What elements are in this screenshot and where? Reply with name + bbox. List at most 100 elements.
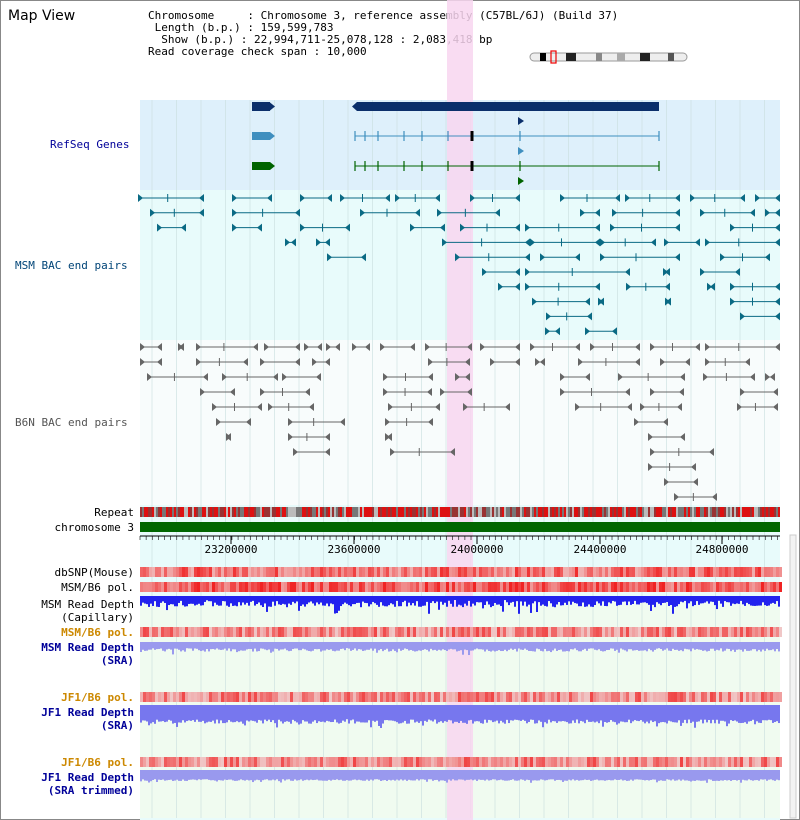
repeat-element xyxy=(438,507,440,517)
depth-bar xyxy=(542,600,544,605)
heatmap-cell xyxy=(668,582,671,592)
depth-bar xyxy=(732,648,734,650)
heatmap-cell xyxy=(590,627,593,637)
heatmap-cell xyxy=(386,567,389,577)
depth-bar xyxy=(314,648,316,650)
bac-end-marker xyxy=(199,208,204,217)
chromosome-bar[interactable] xyxy=(140,522,780,532)
bac-end-marker xyxy=(730,282,735,291)
repeat-track[interactable] xyxy=(140,507,780,517)
heatmap-cell xyxy=(329,692,332,702)
depth-bar xyxy=(414,719,416,723)
msm-bac-track[interactable] xyxy=(138,194,780,336)
depth-bar xyxy=(632,779,634,781)
heatmap-cell xyxy=(509,757,512,767)
heatmap-cell xyxy=(341,567,344,577)
heatmap-cell xyxy=(677,627,680,637)
repeat-element xyxy=(770,507,772,517)
depth-bar xyxy=(652,648,654,652)
depth-bar xyxy=(496,719,498,721)
depth-bar xyxy=(264,648,266,650)
repeat-element xyxy=(532,507,534,517)
heatmap-cell xyxy=(743,582,746,592)
bac-end-marker xyxy=(634,418,639,426)
heatmap-cell xyxy=(164,757,167,767)
depth-bar xyxy=(326,719,328,721)
depth-bar xyxy=(510,600,512,603)
read-depth-tracks[interactable] xyxy=(140,596,780,783)
depth-bar xyxy=(506,719,508,720)
depth-bar xyxy=(558,779,560,780)
bac-end-marker xyxy=(288,433,293,441)
heatmap-cell xyxy=(749,692,752,702)
heatmap-cell xyxy=(257,692,260,702)
depth-bar xyxy=(548,779,550,780)
depth-bar xyxy=(718,600,720,601)
repeat-element xyxy=(520,507,522,517)
depth-bar xyxy=(398,719,400,724)
repeat-element xyxy=(436,507,438,517)
repeat-element xyxy=(316,507,318,517)
heatmap-cell xyxy=(734,627,737,637)
repeat-element xyxy=(502,507,504,517)
heatmap-cell xyxy=(644,757,647,767)
depth-bar xyxy=(422,600,424,606)
repeat-element xyxy=(536,507,538,517)
repeat-element xyxy=(640,507,642,517)
depth-bar xyxy=(378,600,380,607)
depth-bar xyxy=(662,648,664,651)
bac-end-marker xyxy=(737,403,742,411)
chromosome-ideogram[interactable] xyxy=(529,50,688,64)
heatmap-cell xyxy=(602,582,605,592)
heatmap-cell xyxy=(248,567,251,577)
depth-bar xyxy=(598,600,600,604)
heatmap-cell xyxy=(602,567,605,577)
heatmap-cell xyxy=(446,582,449,592)
depth-bar xyxy=(474,719,476,722)
depth-bar xyxy=(192,648,194,651)
heatmap-cell xyxy=(434,582,437,592)
repeat-element xyxy=(634,507,636,517)
heatmap-cell xyxy=(524,757,527,767)
heatmap-cell xyxy=(218,582,221,592)
depth-bar xyxy=(626,648,628,652)
refseq-genes-track[interactable] xyxy=(252,102,660,185)
heatmap-cell xyxy=(467,627,470,637)
heatmap-cell xyxy=(266,582,269,592)
depth-bar xyxy=(682,779,684,780)
depth-bar xyxy=(568,648,570,652)
heatmap-cell xyxy=(320,757,323,767)
bac-end-marker xyxy=(650,388,655,396)
heatmap-cell xyxy=(146,757,149,767)
bac-end-marker xyxy=(385,418,390,426)
depth-bar xyxy=(412,719,414,720)
heatmap-cell xyxy=(242,757,245,767)
depth-bar xyxy=(716,600,718,610)
heatmap-cell xyxy=(716,692,719,702)
coverage-key: Read coverage check span xyxy=(148,45,307,58)
depth-bar xyxy=(598,648,600,650)
heatmap-cell xyxy=(527,627,530,637)
vertical-scrollbar[interactable] xyxy=(789,534,797,819)
repeat-element xyxy=(296,507,298,517)
depth-bar xyxy=(480,779,482,780)
heatmap-tracks[interactable] xyxy=(140,567,782,767)
repeat-element xyxy=(612,507,614,517)
heatmap-cell xyxy=(446,627,449,637)
heatmap-cell xyxy=(440,627,443,637)
bac-end-marker xyxy=(600,253,605,262)
depth-bar xyxy=(676,600,678,607)
depth-bar xyxy=(248,779,250,781)
heatmap-cell xyxy=(641,692,644,702)
repeat-element xyxy=(392,507,394,517)
repeat-element xyxy=(384,507,386,517)
b6n-bac-track[interactable] xyxy=(140,343,780,501)
highlight-region[interactable] xyxy=(447,0,473,820)
depth-bar xyxy=(528,648,530,651)
depth-bar xyxy=(184,719,186,723)
heatmap-cell xyxy=(281,692,284,702)
repeat-element xyxy=(224,507,226,517)
heatmap-cell xyxy=(341,627,344,637)
gene-arrow xyxy=(518,147,524,155)
